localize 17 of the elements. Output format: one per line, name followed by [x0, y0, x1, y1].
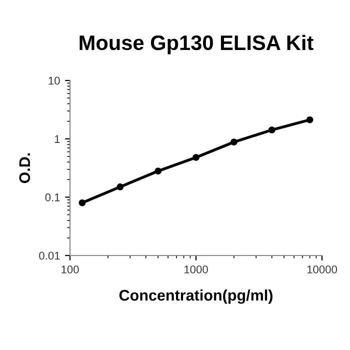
- chart-title: Mouse Gp130 ELISA Kit: [80, 34, 314, 54]
- point: [230, 138, 238, 146]
- point: [154, 168, 162, 175]
- point: [268, 126, 276, 134]
- x-axis-title: Concentration(pg/ml): [119, 289, 272, 304]
- y-axis-title: O.D.: [19, 153, 30, 184]
- x-tick-label: 1000: [184, 266, 208, 274]
- point: [192, 154, 200, 161]
- point: [306, 116, 314, 124]
- y-tick-label: 1: [54, 135, 60, 143]
- point: [78, 199, 86, 206]
- x-tick-label: 100: [62, 266, 79, 274]
- x-tick-label: 10000: [307, 266, 338, 274]
- point: [116, 183, 124, 190]
- y-tick-label: 0.01: [39, 252, 60, 260]
- y-tick-label: 10: [48, 76, 60, 85]
- y-tick-label: 0.1: [45, 193, 60, 202]
